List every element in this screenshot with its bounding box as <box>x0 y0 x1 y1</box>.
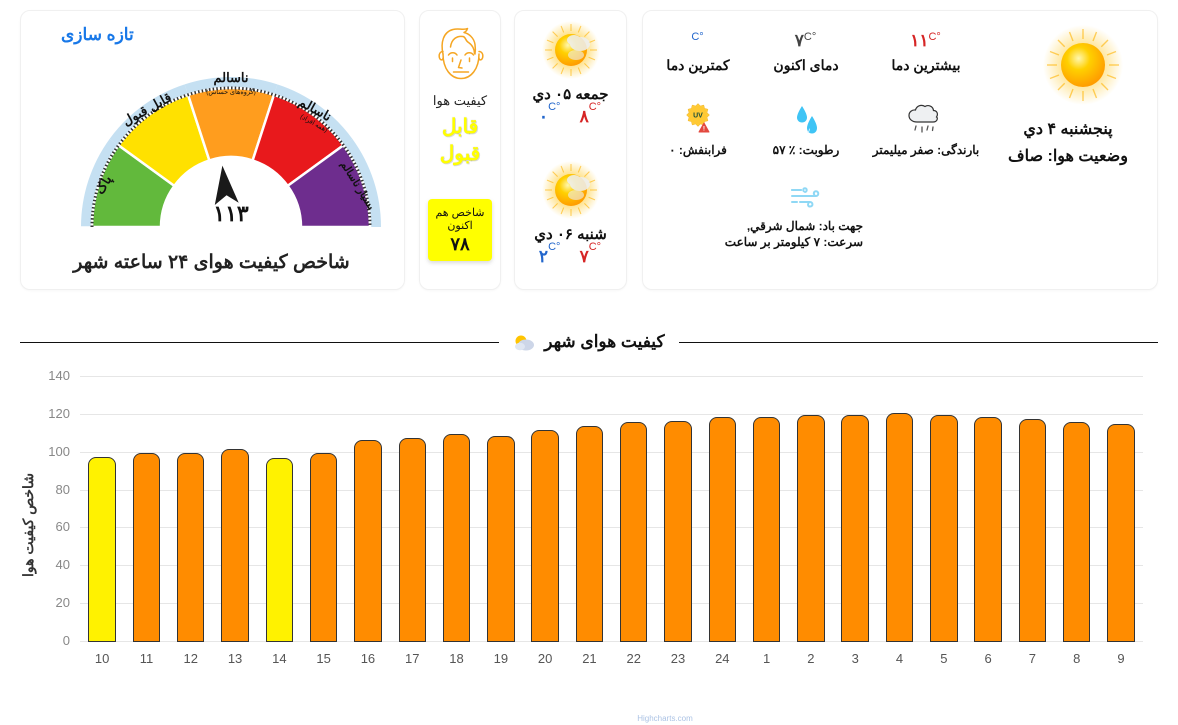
svg-text:ناسالم: ناسالم <box>213 70 248 86</box>
svg-text:(گروه‌های حساس): (گروه‌های حساس) <box>206 87 256 96</box>
svg-text:!: ! <box>703 126 705 133</box>
svg-text:UV: UV <box>693 113 703 120</box>
